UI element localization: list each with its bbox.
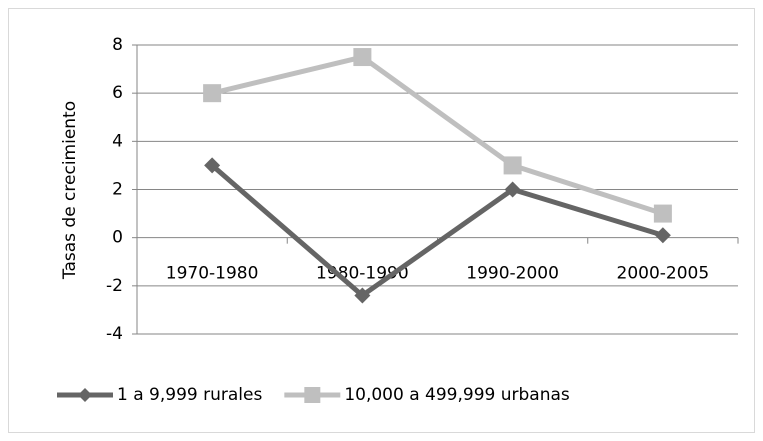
y-tick-label: 4: [112, 131, 123, 151]
x-tick-label: 1970-1980: [166, 264, 259, 284]
y-axis-title: Tasas de crecimiento: [60, 101, 80, 280]
marker: [204, 157, 221, 174]
marker: [304, 387, 321, 403]
marker: [203, 84, 222, 103]
y-tick-label: 2: [112, 180, 123, 200]
chart-border: [8, 8, 755, 433]
marker: [653, 204, 672, 223]
y-tick-label: 8: [112, 35, 123, 55]
marker: [504, 181, 521, 198]
legend-label: 10,000 a 499,999 urbanas: [344, 385, 570, 405]
series-line: [210, 163, 664, 298]
y-tick-label: 6: [112, 83, 123, 103]
y-tick-label: -4: [106, 324, 123, 344]
y-tick-label: 0: [112, 228, 123, 248]
x-tick-label: 1990-2000: [466, 264, 559, 284]
series-line: [211, 54, 664, 216]
x-tick-label: 2000-2005: [617, 264, 710, 284]
legend-item: 1 a 9,999 rurales: [57, 385, 262, 405]
legend-item: 10,000 a 499,999 urbanas: [284, 385, 570, 405]
marker: [503, 156, 522, 175]
y-tick-label: -2: [106, 276, 123, 296]
marker: [353, 48, 372, 67]
marker: [354, 287, 371, 304]
marker: [654, 227, 671, 244]
marker: [78, 388, 92, 402]
legend-label: 1 a 9,999 rurales: [117, 385, 262, 405]
